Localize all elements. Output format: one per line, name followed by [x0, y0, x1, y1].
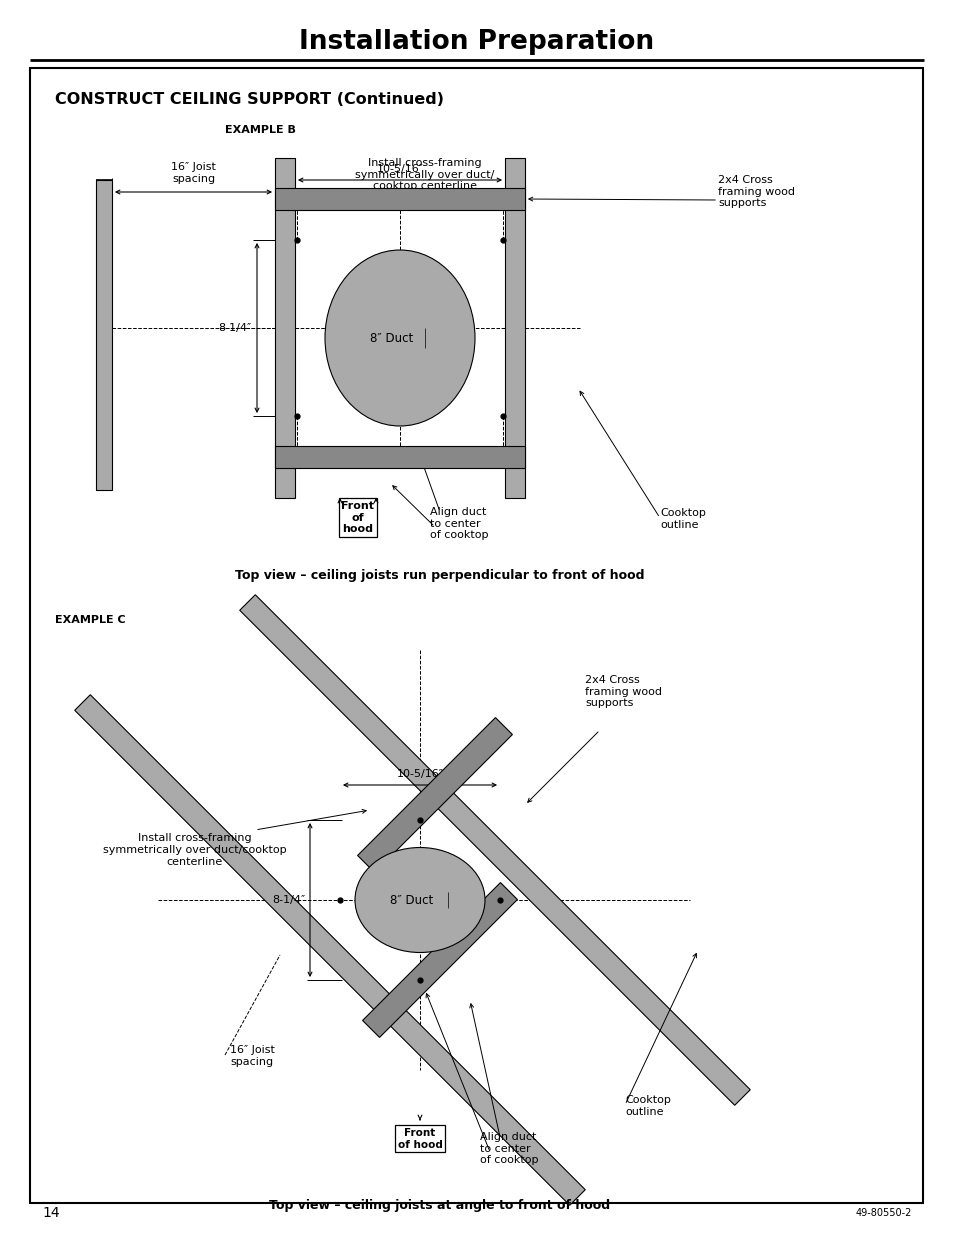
- Text: 10-5/16″: 10-5/16″: [376, 164, 423, 174]
- Text: Align duct
to center
of cooktop: Align duct to center of cooktop: [479, 1132, 537, 1165]
- Text: 8-1/4″: 8-1/4″: [217, 324, 251, 333]
- Ellipse shape: [355, 847, 484, 952]
- Text: Top view – ceiling joists run perpendicular to front of hood: Top view – ceiling joists run perpendicu…: [235, 568, 644, 582]
- Text: Cooktop
outline: Cooktop outline: [624, 1095, 670, 1116]
- Text: Front
of
hood: Front of hood: [341, 501, 375, 535]
- Text: Cooktop
outline: Cooktop outline: [659, 508, 705, 530]
- Text: 14: 14: [42, 1207, 59, 1220]
- Text: 2x4 Cross
framing wood
supports: 2x4 Cross framing wood supports: [718, 175, 794, 209]
- Text: 8-1/4″: 8-1/4″: [272, 895, 305, 905]
- Text: 10-5/16″: 10-5/16″: [396, 769, 443, 779]
- Text: EXAMPLE C: EXAMPLE C: [55, 615, 126, 625]
- Polygon shape: [239, 595, 749, 1105]
- Text: 49-80550-2: 49-80550-2: [855, 1208, 911, 1218]
- Bar: [504, 158, 524, 498]
- Text: Align duct
to center
of cooktop: Align duct to center of cooktop: [430, 508, 488, 540]
- Bar: [96, 180, 112, 490]
- Polygon shape: [74, 695, 584, 1205]
- Text: 2x4 Cross
framing wood
supports: 2x4 Cross framing wood supports: [584, 676, 661, 708]
- Polygon shape: [362, 883, 517, 1037]
- Text: Installation Preparation: Installation Preparation: [299, 28, 654, 56]
- Text: EXAMPLE B: EXAMPLE B: [225, 125, 295, 135]
- Text: 8″ Duct: 8″ Duct: [390, 893, 434, 906]
- Text: Install cross-framing
symmetrically over duct/cooktop
centerline: Install cross-framing symmetrically over…: [103, 834, 287, 867]
- Text: Install cross-framing
symmetrically over duct/
cooktop centerline: Install cross-framing symmetrically over…: [355, 158, 495, 191]
- Bar: [274, 188, 524, 210]
- Bar: [148, 640, 700, 1120]
- Text: CONSTRUCT CEILING SUPPORT (Continued): CONSTRUCT CEILING SUPPORT (Continued): [55, 93, 443, 107]
- Text: Front
of hood: Front of hood: [397, 1128, 442, 1150]
- Bar: [274, 446, 524, 468]
- Ellipse shape: [325, 249, 475, 426]
- Text: 16″ Joist
spacing: 16″ Joist spacing: [230, 1045, 274, 1067]
- Text: Top view – ceiling joists at angle to front of hood: Top view – ceiling joists at angle to fr…: [269, 1198, 610, 1212]
- Text: 8″ Duct: 8″ Duct: [370, 331, 414, 345]
- Text: 16″ Joist
spacing: 16″ Joist spacing: [171, 162, 215, 184]
- Bar: [274, 158, 294, 498]
- Polygon shape: [357, 718, 512, 872]
- Bar: [220, 177, 579, 493]
